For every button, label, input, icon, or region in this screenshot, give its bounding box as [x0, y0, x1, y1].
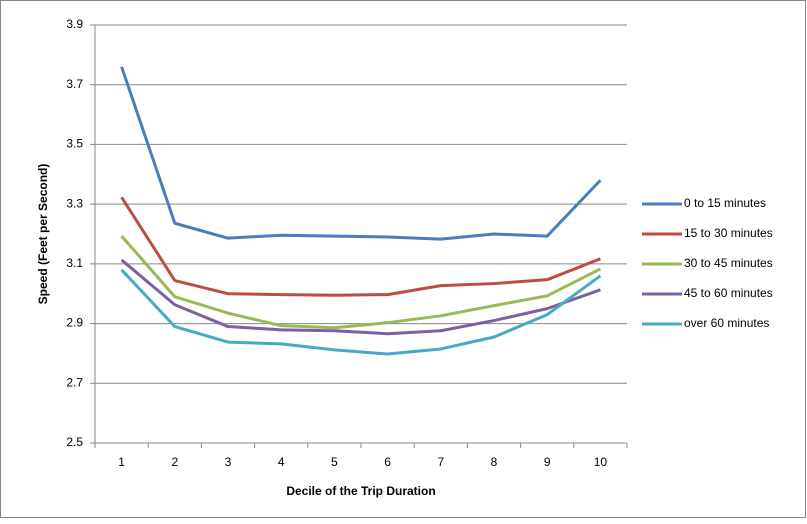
x-tick-label: 7 [437, 455, 444, 469]
x-tick-label: 10 [594, 455, 608, 469]
x-tick-label: 5 [331, 455, 338, 469]
series-line [120, 196, 601, 297]
series-line [120, 258, 601, 336]
x-tick-label: 1 [118, 455, 125, 469]
series-line [120, 66, 602, 241]
legend-label: over 60 minutes [684, 316, 769, 330]
x-tick-label: 3 [225, 455, 232, 469]
x-axis-title: Decile of the Trip Duration [286, 484, 435, 498]
y-tick-label: 3.7 [66, 77, 83, 91]
y-tick-label: 2.7 [66, 375, 83, 389]
series-line [120, 235, 602, 330]
y-tick-label: 2.9 [66, 316, 83, 330]
y-axis-title: Speed (Feet per Second) [36, 164, 50, 305]
legend-label: 0 to 15 minutes [684, 196, 766, 210]
y-tick-label: 3.9 [66, 17, 83, 31]
x-tick-label: 9 [544, 455, 551, 469]
y-tick-label: 3.3 [66, 196, 83, 210]
y-tick-label: 2.5 [66, 435, 83, 449]
legend-label: 45 to 60 minutes [684, 286, 773, 300]
legend-label: 15 to 30 minutes [684, 226, 773, 240]
y-tick-label: 3.1 [66, 256, 83, 270]
x-tick-label: 6 [384, 455, 391, 469]
x-tick-label: 2 [171, 455, 178, 469]
x-tick-label: 4 [278, 455, 285, 469]
x-tick-label: 8 [491, 455, 498, 469]
legend-label: 30 to 45 minutes [684, 256, 773, 270]
y-tick-label: 3.5 [66, 137, 83, 151]
series-line [120, 268, 602, 356]
